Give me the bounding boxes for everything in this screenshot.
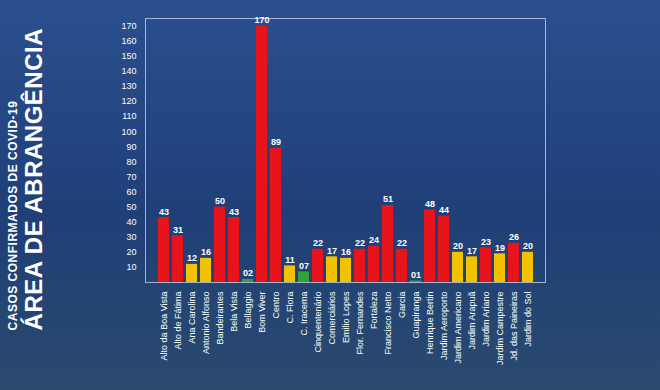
svg-text:80: 80 [126, 157, 136, 167]
svg-text:16: 16 [341, 247, 351, 257]
svg-text:20: 20 [126, 247, 136, 257]
svg-text:Jardim Ariano: Jardim Ariano [481, 292, 491, 347]
svg-text:11: 11 [285, 255, 295, 265]
svg-text:Antonio Alfonso: Antonio Alfonso [201, 292, 211, 355]
svg-text:50: 50 [215, 196, 225, 206]
svg-text:70: 70 [126, 172, 136, 182]
svg-text:01: 01 [411, 270, 421, 280]
svg-text:22: 22 [397, 238, 407, 248]
svg-text:Francisco Netto: Francisco Netto [383, 292, 393, 355]
svg-text:110: 110 [122, 111, 136, 121]
svg-text:Bom Viver: Bom Viver [257, 292, 267, 333]
svg-text:16: 16 [201, 247, 211, 257]
svg-text:40: 40 [126, 217, 136, 227]
svg-text:Emilio Lopes: Emilio Lopes [341, 291, 351, 343]
svg-text:48: 48 [425, 199, 435, 209]
svg-text:Fortaleza: Fortaleza [369, 292, 379, 330]
html-text:CASOS CONFIRMADOS DE COVID-19: CASOS CONFIRMADOS DE COVID-19 [6, 100, 20, 330]
svg-text:Centro: Centro [271, 292, 281, 319]
svg-text:Bellaggio: Bellaggio [243, 292, 253, 329]
svg-text:160: 160 [121, 36, 136, 46]
svg-text:Jardim Arapuã: Jardim Arapuã [467, 292, 477, 350]
svg-text:90: 90 [126, 142, 136, 152]
svg-text:Garcia: Garcia [397, 292, 407, 319]
svg-text:30: 30 [126, 232, 136, 242]
svg-text:Flor. Fernandes: Flor. Fernandes [355, 291, 365, 355]
svg-text:Alto da Boa Vista: Alto da Boa Vista [159, 292, 169, 361]
svg-text:Guapiranga: Guapiranga [411, 292, 421, 339]
svg-text:02: 02 [243, 268, 253, 278]
svg-text:12: 12 [187, 253, 197, 263]
svg-text:170: 170 [254, 15, 269, 25]
svg-text:Jardim do Sol: Jardim do Sol [523, 292, 533, 347]
svg-text:130: 130 [121, 81, 136, 91]
svg-text:120: 120 [121, 96, 136, 106]
svg-text:24: 24 [369, 235, 379, 245]
svg-text:C. Flora: C. Flora [285, 292, 295, 324]
svg-text:43: 43 [229, 207, 239, 217]
svg-text:17: 17 [467, 246, 477, 256]
svg-text:19: 19 [495, 243, 505, 253]
svg-text:Jardim Americano: Jardim Americano [453, 292, 463, 364]
svg-text:60: 60 [126, 187, 136, 197]
svg-text:100: 100 [121, 127, 136, 137]
svg-text:26: 26 [509, 232, 519, 242]
svg-text:10: 10 [126, 262, 136, 272]
svg-text:Ana Carolina: Ana Carolina [187, 292, 197, 344]
svg-text:Henrique Bertin: Henrique Bertin [425, 292, 435, 355]
svg-text:17: 17 [327, 246, 337, 256]
svg-text:Jardim Campestre: Jardim Campestre [495, 292, 505, 366]
svg-text:Cinquentenário: Cinquentenário [313, 292, 323, 353]
svg-text:Jardim Aeroporto: Jardim Aeroporto [439, 292, 449, 361]
svg-text:22: 22 [313, 238, 323, 248]
svg-text:23: 23 [481, 237, 491, 247]
svg-text:22: 22 [355, 238, 365, 248]
svg-text:C. Iracema: C. Iracema [299, 292, 309, 336]
html-text:ÁREA DE ABRANGÊNCIA: ÁREA DE ABRANGÊNCIA [20, 27, 47, 330]
svg-text:07: 07 [299, 261, 309, 271]
svg-text:170: 170 [121, 21, 136, 31]
svg-text:Jd. das Paineiras: Jd. das Paineiras [509, 291, 519, 361]
svg-text:140: 140 [121, 66, 136, 76]
svg-text:89: 89 [271, 137, 281, 147]
svg-text:43: 43 [159, 207, 169, 217]
svg-text:Alto de Fátima: Alto de Fátima [173, 292, 183, 350]
svg-text:20: 20 [523, 241, 533, 251]
svg-text:Bandeirantes: Bandeirantes [215, 291, 225, 345]
svg-text:50: 50 [126, 202, 136, 212]
svg-text:Bela Vista: Bela Vista [229, 292, 239, 332]
svg-text:44: 44 [439, 205, 449, 215]
svg-text:Comerciários: Comerciários [327, 291, 337, 345]
svg-text:51: 51 [383, 194, 393, 204]
svg-text:31: 31 [173, 225, 183, 235]
svg-text:150: 150 [121, 51, 136, 61]
svg-text:20: 20 [453, 241, 463, 251]
